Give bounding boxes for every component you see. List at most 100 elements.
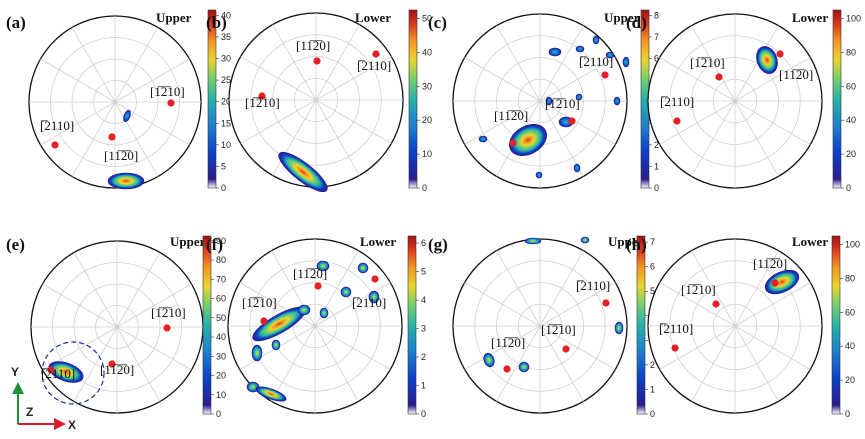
colorbar-tick-label: 5: [650, 286, 655, 296]
colorbar-tick-label: 70: [216, 274, 226, 284]
colorbar-tick-label: 6: [650, 262, 655, 272]
pole-marker: [673, 117, 681, 125]
panel-label: (e): [6, 235, 25, 254]
polar-grid: [29, 16, 201, 188]
pole-marker: [313, 57, 321, 65]
intensity-contour: [316, 260, 330, 272]
colorbar-tick-label: 20: [422, 115, 432, 125]
colorbar-tick-label: 3: [421, 324, 426, 334]
intensity-contour: [573, 163, 581, 173]
direction-label: [11̅2̅0]: [100, 362, 134, 377]
pole-marker: [771, 279, 779, 287]
direction-label: [11̅2̅0]: [494, 108, 528, 123]
direction-label: [11̅2̅0]: [753, 256, 787, 271]
hemisphere-label: Lower: [360, 234, 396, 249]
highlight-dashed-circle: [41, 341, 105, 405]
intensity-contour: [580, 236, 590, 244]
colorbar-tick-label: 10: [221, 140, 231, 150]
colorbar-tick-label: 2: [654, 140, 659, 150]
direction-label: [1̅2̅10]: [245, 95, 280, 110]
colorbar-tick-label: 5: [221, 161, 226, 171]
colorbar-tick-label: 2: [421, 352, 426, 362]
intensity-contour: [251, 344, 263, 362]
direction-label: [̅2110]: [660, 94, 694, 109]
direction-label: [11̅2̅0]: [491, 335, 525, 350]
polar-grid: [648, 239, 822, 413]
direction-label: [̅2110]: [41, 366, 75, 381]
colorbar-tick-label: 0: [846, 183, 851, 193]
colorbar-tick-label: 0: [650, 409, 655, 419]
panel-label: (f): [206, 235, 223, 254]
colorbar: [831, 235, 841, 415]
colorbar-tick-label: 0: [845, 409, 850, 419]
intensity-contour: [297, 304, 311, 316]
colorbar-tick-label: 60: [846, 81, 856, 91]
pole-marker: [715, 73, 723, 81]
panel-label: (d): [626, 13, 647, 32]
direction-label: [̅2110]: [576, 278, 610, 293]
intensity-contour: [756, 46, 778, 74]
direction-label: [1̅2̅10]: [242, 295, 277, 310]
direction-label: [̅2110]: [352, 295, 386, 310]
colorbar-tick-label: 30: [216, 351, 226, 361]
pole-figure-e: [1̅2̅10] [̅2110] [11̅2̅0] (e) Upper 0 10 20 30 40…: [6, 234, 226, 419]
colorbar-tick-label: 35: [221, 32, 231, 42]
colorbar: [408, 9, 418, 189]
pole-marker: [601, 71, 609, 79]
intensity-contour: [509, 123, 547, 157]
pole-marker: [47, 366, 55, 374]
pole-marker: [258, 92, 266, 100]
colorbar: [207, 9, 217, 189]
pole-marker: [509, 139, 517, 147]
colorbar-tick-label: 10: [216, 390, 226, 400]
intensity-contour: [548, 47, 562, 57]
panel-label: (h): [626, 235, 647, 254]
intensity-contour: [613, 96, 621, 106]
direction-label: [̅2110]: [40, 118, 74, 133]
intensity-contour: [605, 51, 615, 59]
direction-label: [̅2110]: [579, 54, 613, 69]
colorbar-tick-label: 80: [846, 47, 856, 57]
direction-label: [11̅2̅0]: [296, 38, 330, 53]
colorbar-tick-label: 20: [846, 149, 856, 159]
intensity-contour: [764, 269, 800, 295]
intensity-contour: [278, 151, 328, 193]
z-axis-label: Z: [26, 405, 33, 419]
intensity-contour: [319, 307, 329, 319]
intensity-contour: [592, 35, 600, 45]
colorbar-tick-label: 7: [650, 237, 655, 247]
colorbar-tick-label: 6: [421, 238, 426, 248]
direction-label: [11̅2̅0]: [104, 148, 138, 163]
polar-grid: [31, 241, 203, 413]
panel-label: (c): [428, 13, 447, 32]
colorbar: [202, 235, 212, 415]
polar-grid: [648, 14, 822, 188]
colorbar-tick-label: 4: [421, 295, 426, 305]
pole-figure-b: [11̅2̅0] [1̅2̅10] [̅2110] (b) Lower 0 10 20 30 40…: [206, 9, 432, 193]
colorbar-tick-label: 40: [216, 332, 226, 342]
intensity-contour: [271, 339, 281, 351]
intensity-contour: [535, 171, 543, 179]
intensity-contour: [483, 352, 495, 368]
pole-figure-f: [11̅2̅0] [1̅2̅10] [̅2110] (f) Lower 0 1 2 3 4 5 6: [206, 234, 426, 419]
colorbar-tick-label: 0: [221, 183, 226, 193]
colorbar-tick-label: 0: [422, 183, 427, 193]
intensity-contour: [575, 93, 583, 101]
pole-marker: [163, 324, 171, 332]
pole-marker: [562, 345, 570, 353]
direction-label: [1̅2̅10]: [690, 55, 725, 70]
colorbar-tick-label: 0: [216, 409, 221, 419]
intensity-contour: [357, 262, 369, 274]
colorbar-tick-label: 30: [221, 54, 231, 64]
hemisphere-label: Upper: [604, 10, 640, 25]
hemisphere-label: Upper: [156, 10, 192, 25]
intensity-contour: [575, 45, 585, 53]
colorbar-tick-label: 40: [845, 341, 855, 351]
colorbar-tick-label: 2: [650, 360, 655, 370]
intensity-contour: [622, 56, 630, 68]
intensity-contour: [368, 290, 380, 304]
colorbar-tick-label: 0: [654, 183, 659, 193]
colorbar-tick-label: 20: [221, 97, 231, 107]
pole-marker: [371, 275, 379, 283]
colorbar-tick-label: 15: [221, 118, 231, 128]
